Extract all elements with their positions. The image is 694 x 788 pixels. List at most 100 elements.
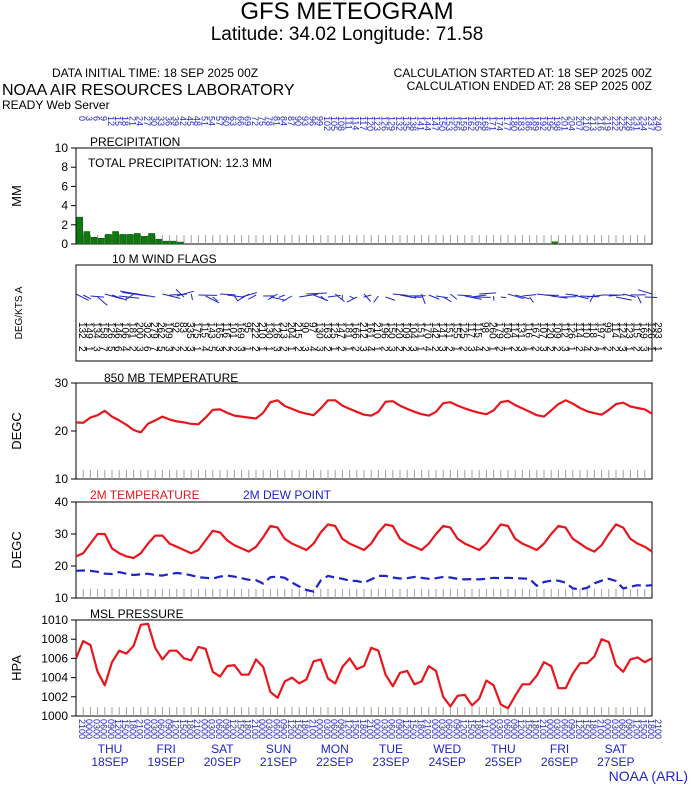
wind-speed-label: 3 [299, 346, 310, 352]
legend-temperature: 2M TEMPERATURE [90, 488, 200, 502]
y-tick-label: 8 [61, 160, 68, 174]
wind-speed-label: 6 [112, 346, 123, 352]
wind-direction-label: 163 [321, 322, 332, 339]
hour-label: 144 [423, 116, 433, 131]
utc-label: 1200 [574, 719, 584, 739]
wind-speed-label: 4 [580, 346, 591, 352]
utc-label: 0300 [495, 719, 505, 739]
utc-label: 0300 [552, 719, 562, 739]
wind-speed-label: 3 [270, 346, 281, 352]
y-tick-label: 20 [55, 424, 69, 438]
wind-direction-label: 114 [508, 322, 519, 338]
hour-label: 93 [300, 116, 310, 126]
wind-speed-label: 2 [321, 346, 332, 352]
wind-speed-label: 3 [515, 346, 526, 352]
hour-label: 39 [171, 116, 181, 126]
wind-speed-label: 3 [357, 346, 368, 352]
hour-label: 201 [559, 116, 569, 131]
wind-direction-label: 150 [386, 322, 397, 339]
day-name-label: THU [98, 742, 123, 756]
wind-speed-label: 2 [378, 346, 389, 352]
utc-label: 1200 [113, 719, 123, 739]
wind-barb [572, 294, 589, 300]
wind-direction-label: 120 [544, 322, 555, 339]
wind-speed-label: 2 [494, 346, 505, 352]
day-name-label: SAT [605, 742, 628, 756]
wind-speed-label: 3 [537, 346, 548, 352]
wind-direction-label: 134 [90, 322, 101, 339]
wind-direction-label: 151 [443, 322, 454, 339]
hour-label: 33 [156, 116, 166, 126]
wind-speed-label: 2 [249, 346, 260, 352]
y-tick-label: 30 [55, 527, 69, 541]
day-name-label: THU [491, 742, 516, 756]
hour-label: 105 [329, 116, 339, 131]
wind-direction-label: 112 [558, 322, 569, 338]
hour-label: 129 [387, 116, 397, 131]
wind-speed-label: 1 [328, 346, 339, 352]
utc-label: 0000 [199, 719, 209, 739]
wind-barb [385, 296, 396, 301]
hour-label: 165 [473, 116, 483, 131]
hour-label: 231 [631, 116, 641, 131]
hour-label: 54 [207, 116, 217, 126]
precip-bar [126, 234, 134, 245]
wind-barb [637, 289, 653, 295]
wind-barb [373, 295, 379, 303]
hour-label: 189 [531, 116, 541, 131]
utc-label: 0900 [106, 719, 116, 739]
wind-direction-label: 169 [234, 322, 245, 339]
wind-direction-label: 126 [105, 322, 116, 339]
wind-direction-label: 279 [148, 322, 159, 339]
server-name: READY Web Server [2, 98, 110, 112]
utc-label: 1200 [286, 719, 296, 739]
wind-speed-label: 2 [587, 346, 598, 352]
hour-label: 45 [185, 116, 195, 126]
wind-speed-label: 2 [551, 346, 562, 352]
y-tick-label: 1000 [41, 709, 68, 723]
day-date-label: 24SEP [429, 755, 466, 769]
wind-direction-label: 149 [83, 322, 94, 339]
wind-speed-label: 2 [350, 346, 361, 352]
wind-barb [500, 296, 507, 299]
hour-label: 195 [545, 116, 555, 131]
wind-speed-label: 2 [177, 346, 188, 352]
wind-direction-label: 109 [400, 322, 411, 339]
wind-barb [435, 295, 448, 299]
hour-label: 27 [142, 116, 152, 126]
utc-label: 0900 [336, 719, 346, 739]
wind-speed-label: 1 [263, 346, 274, 352]
wind-direction-label: 114 [573, 322, 584, 338]
wind-speed-label: 3 [314, 346, 325, 352]
y-tick-label: 40 [55, 495, 69, 509]
initial-time-text: DATA INITIAL TIME: 18 SEP 2025 00Z [52, 66, 259, 80]
utc-label: 0600 [559, 719, 569, 739]
wind-speed-label: 3 [558, 346, 569, 352]
bottom-time-axis: 2100000003000600090012001500180021000000… [77, 719, 663, 769]
wind-direction-label: 170 [422, 322, 433, 339]
utc-label: 0000 [84, 719, 94, 739]
hour-label: 81 [271, 116, 281, 126]
day-name-label: TUE [379, 742, 403, 756]
wind-direction-label: 155 [450, 322, 461, 339]
wind-speed-label: 2 [292, 346, 303, 352]
wind-direction-label: 151 [414, 322, 425, 339]
utc-label: 1800 [243, 719, 253, 739]
wind-direction-label: 115 [472, 322, 483, 338]
wind-direction-label: 83 [177, 322, 188, 334]
wind-speed-label: 4 [198, 346, 209, 352]
precip-bar [83, 231, 91, 245]
hour-label: 117 [358, 116, 368, 130]
utc-label: 0600 [444, 719, 454, 739]
utc-label: 2100 [538, 719, 548, 739]
panel-title: 10 M WIND FLAGS [112, 252, 217, 266]
y-tick-label: 1006 [41, 651, 68, 665]
hour-label: 174 [495, 116, 505, 131]
hour-label: 159 [459, 116, 469, 131]
utc-label: 2100 [365, 719, 375, 739]
wind-direction-label: 161 [364, 322, 375, 339]
wind-barb [82, 294, 92, 300]
precip-bar [76, 216, 83, 245]
wind-direction-label: 196 [378, 322, 389, 339]
